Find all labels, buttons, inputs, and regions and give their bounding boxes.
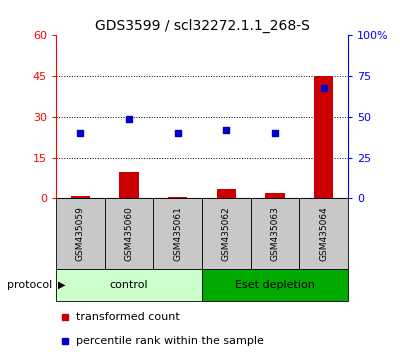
Bar xyxy=(202,198,251,269)
Text: Eset depletion: Eset depletion xyxy=(235,280,315,290)
Text: protocol: protocol xyxy=(7,280,52,290)
Bar xyxy=(202,269,348,301)
Bar xyxy=(153,198,202,269)
Bar xyxy=(56,198,105,269)
Bar xyxy=(314,76,333,198)
Text: GSM435063: GSM435063 xyxy=(270,206,280,261)
Bar xyxy=(71,195,90,198)
Bar xyxy=(56,269,202,301)
Title: GDS3599 / scl32272.1.1_268-S: GDS3599 / scl32272.1.1_268-S xyxy=(94,19,310,33)
Text: GSM435059: GSM435059 xyxy=(76,206,85,261)
Bar xyxy=(217,189,236,198)
Bar xyxy=(119,172,139,198)
Bar xyxy=(105,198,153,269)
Text: percentile rank within the sample: percentile rank within the sample xyxy=(76,336,264,346)
Point xyxy=(272,130,278,136)
Text: ▶: ▶ xyxy=(58,280,66,290)
Text: transformed count: transformed count xyxy=(76,312,180,322)
Point xyxy=(126,116,132,122)
Text: GSM435062: GSM435062 xyxy=(222,206,231,261)
Point xyxy=(223,127,230,133)
Bar xyxy=(265,193,285,198)
Bar xyxy=(251,198,299,269)
Bar xyxy=(168,197,187,198)
Text: GSM435064: GSM435064 xyxy=(319,206,328,261)
Text: GSM435060: GSM435060 xyxy=(124,206,134,261)
Bar xyxy=(299,198,348,269)
Point xyxy=(320,85,327,90)
Point xyxy=(174,130,181,136)
Text: control: control xyxy=(110,280,148,290)
Text: GSM435061: GSM435061 xyxy=(173,206,182,261)
Point xyxy=(77,130,84,136)
